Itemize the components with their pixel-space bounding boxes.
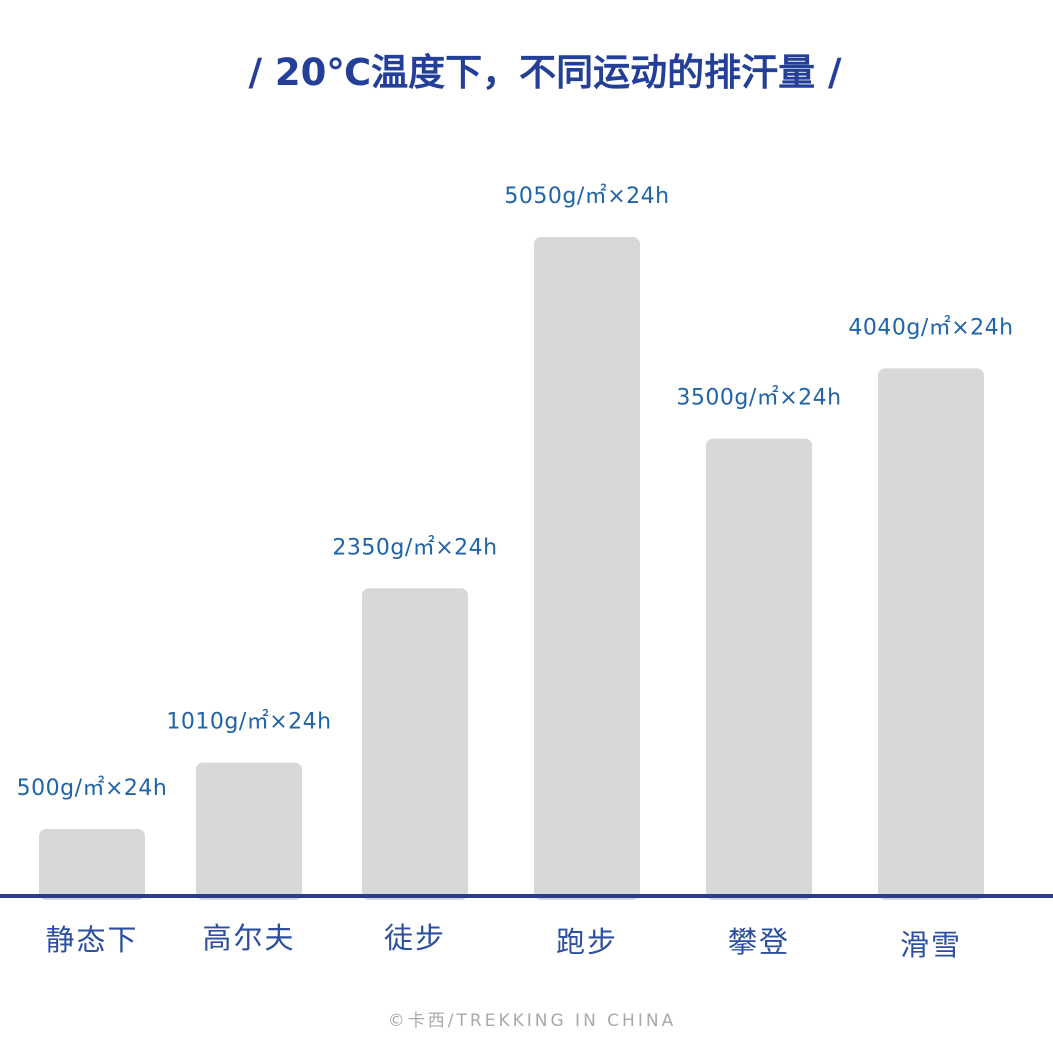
category-label-1: 静态下 <box>45 923 138 957</box>
category-label-5: 攀登 <box>728 925 790 959</box>
category-label-6: 滑雪 <box>900 928 962 962</box>
value-label-5: 3500g/㎡×24h <box>676 385 841 411</box>
value-label-3: 2350g/㎡×24h <box>332 534 497 560</box>
category-label-4: 跑步 <box>556 925 618 959</box>
category-labels-layer: 静态下 高尔夫 徒步 跑步 攀登 滑雪 <box>45 921 962 962</box>
chart-title: / 20℃温度下，不同运动的排汗量 / <box>248 51 842 94</box>
bars-layer <box>39 237 984 900</box>
bar-6 <box>878 368 984 900</box>
value-label-6: 4040g/㎡×24h <box>848 314 1013 340</box>
value-labels-layer: 500g/㎡×24h 1010g/㎡×24h 2350g/㎡×24h 5050g/㎡×… <box>17 183 1014 801</box>
footer-credit: ©卡西/TREKKING IN CHINA <box>388 1011 676 1031</box>
bar-4 <box>534 237 640 900</box>
value-label-1: 500g/㎡×24h <box>17 775 168 801</box>
bar-2 <box>196 762 302 900</box>
bar-3 <box>362 588 468 900</box>
bar-5 <box>706 438 812 900</box>
category-label-3: 徒步 <box>384 921 446 955</box>
bar-1 <box>39 828 145 900</box>
value-label-4: 5050g/㎡×24h <box>504 183 669 209</box>
value-label-2: 1010g/㎡×24h <box>166 709 331 735</box>
category-label-2: 高尔夫 <box>202 921 295 955</box>
